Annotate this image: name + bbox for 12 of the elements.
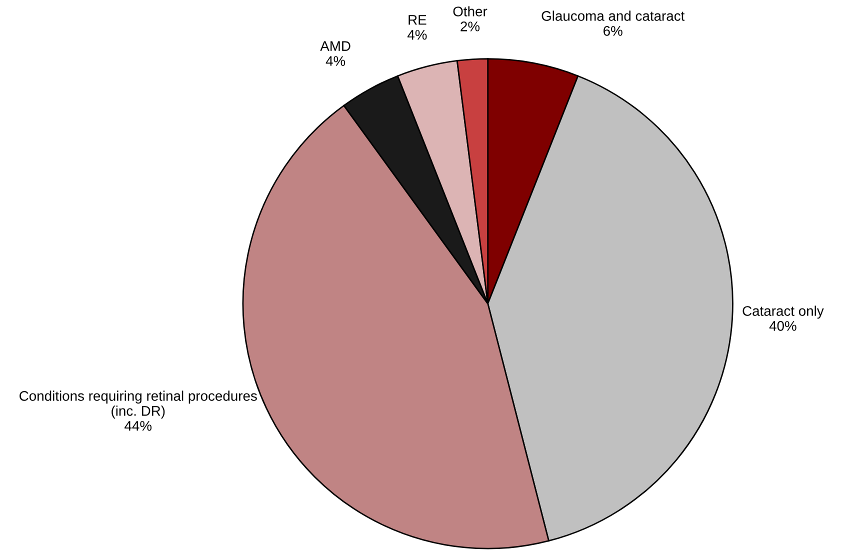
data-label: 2%: [460, 22, 480, 32]
slice-label: Other: [453, 6, 488, 16]
data-label: 4%: [326, 56, 346, 66]
slice-label: Glaucoma and cataract: [542, 10, 685, 21]
data-label: 40%: [769, 321, 796, 331]
data-label: 4%: [407, 30, 427, 40]
slice-label: RE: [408, 15, 426, 25]
slice-label: Conditions requiring retinal procedures (inc. DR): [20, 390, 257, 419]
slice-label: AMD: [320, 41, 350, 51]
data-label: 6%: [604, 26, 622, 36]
data-label: 44%: [124, 421, 152, 431]
slice-label: Cataract only: [742, 306, 824, 319]
